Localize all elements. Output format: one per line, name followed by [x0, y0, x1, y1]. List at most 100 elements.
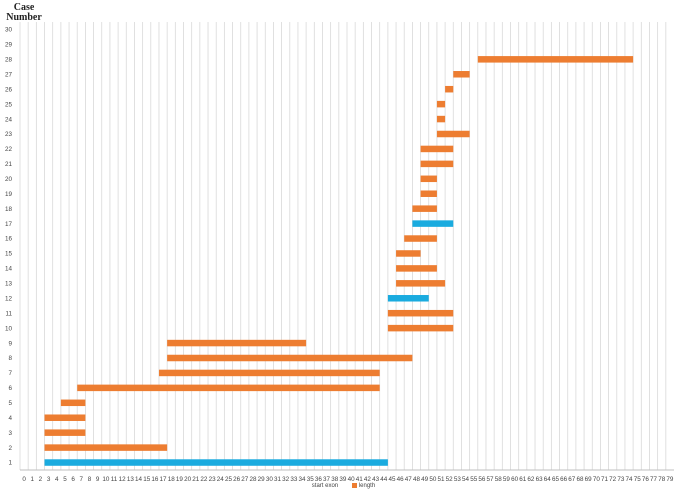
x-tick-label: 45 [388, 476, 396, 483]
x-tick-label: 74 [626, 476, 634, 483]
x-tick-label: 57 [487, 476, 495, 483]
x-tick-label: 66 [560, 476, 568, 483]
bar-case-21 [420, 160, 454, 168]
y-tick-label: 25 [5, 101, 13, 108]
legend-swatch-start-exon [305, 483, 310, 488]
x-tick-label: 6 [71, 476, 75, 483]
x-tick-label: 19 [176, 476, 184, 483]
x-tick-label: 61 [519, 476, 527, 483]
x-tick-label: 17 [160, 476, 168, 483]
y-tick-label: 13 [5, 281, 13, 288]
x-tick-label: 20 [184, 476, 192, 483]
bar-case-22 [420, 145, 454, 153]
x-tick-label: 33 [290, 476, 298, 483]
x-tick-label: 77 [650, 476, 658, 483]
x-tick-label: 71 [601, 476, 609, 483]
bar-case-15 [396, 250, 421, 257]
x-tick-label: 16 [151, 476, 159, 483]
x-tick-label: 55 [470, 476, 478, 483]
x-tick-label: 7 [80, 476, 84, 483]
x-tick-label: 56 [478, 476, 486, 483]
bar-case-6 [77, 384, 380, 392]
x-tick-label: 14 [135, 476, 143, 483]
y-tick-label: 3 [8, 430, 12, 437]
x-tick-label: 36 [315, 476, 323, 483]
y-tick-label: 5 [8, 400, 12, 407]
x-tick-label: 28 [249, 476, 257, 483]
y-tick-label: 6 [8, 385, 12, 392]
y-tick-label: 16 [5, 236, 13, 243]
x-tick-label: 11 [111, 476, 118, 483]
x-tick-label: 63 [536, 476, 544, 483]
bar-case-13 [396, 280, 446, 287]
x-tick-label: 52 [446, 476, 454, 483]
bar-case-16 [404, 235, 437, 242]
x-tick-label: 9 [96, 476, 100, 483]
bar-case-1 [44, 459, 388, 466]
y-tick-label: 14 [5, 266, 13, 273]
bar-case-23 [436, 130, 470, 138]
x-tick-label: 76 [642, 476, 650, 483]
y-tick-label: 10 [5, 325, 13, 332]
y-tick-label: 15 [5, 251, 13, 258]
x-tick-label: 29 [258, 476, 266, 483]
bar-case-25 [436, 100, 446, 108]
x-tick-label: 8 [88, 476, 92, 483]
x-tick-label: 21 [192, 476, 200, 483]
bar-case-27 [453, 71, 470, 78]
x-tick-label: 49 [421, 476, 429, 483]
y-tick-label: 28 [5, 57, 13, 64]
x-tick-label: 32 [282, 476, 290, 483]
x-tick-label: 23 [209, 476, 217, 483]
x-tick-label: 79 [666, 476, 674, 483]
x-tick-label: 65 [552, 476, 560, 483]
x-tick-label: 69 [585, 476, 593, 483]
x-tick-label: 10 [102, 476, 110, 483]
x-tick-label: 0 [22, 476, 26, 483]
x-tick-label: 70 [593, 476, 601, 483]
bar-case-5 [60, 399, 86, 407]
bar-case-14 [396, 265, 437, 272]
bar-case-2 [44, 444, 168, 451]
bar-case-24 [436, 115, 446, 123]
x-tick-label: 42 [364, 476, 372, 483]
bar-case-28 [477, 56, 634, 63]
x-tick-label: 46 [397, 476, 405, 483]
x-tick-label: 54 [462, 476, 470, 483]
x-tick-label: 5 [63, 476, 67, 483]
x-tick-label: 48 [413, 476, 421, 483]
y-tick-label: 26 [5, 86, 13, 93]
x-tick-label: 34 [299, 476, 307, 483]
y-tick-label: 19 [5, 191, 13, 198]
legend-item-start-exon: start exon [305, 483, 338, 489]
y-tick-label: 22 [5, 146, 13, 153]
y-tick-label: 11 [5, 310, 12, 317]
y-tick-label: 23 [5, 131, 13, 138]
y-tick-label: 1 [8, 460, 12, 467]
x-tick-label: 2 [39, 476, 43, 483]
x-tick-label: 27 [241, 476, 249, 483]
x-tick-label: 50 [429, 476, 437, 483]
x-tick-label: 30 [266, 476, 274, 483]
x-tick-label: 62 [527, 476, 535, 483]
bar-case-4 [44, 414, 86, 421]
y-tick-label: 30 [5, 27, 13, 34]
y-tick-label: 21 [5, 161, 13, 168]
y-axis-title: Case Number [6, 2, 42, 23]
x-tick-label: 40 [348, 476, 356, 483]
y-tick-label: 18 [5, 206, 13, 213]
y-tick-label: 27 [5, 71, 13, 78]
x-tick-label: 72 [609, 476, 617, 483]
bar-case-7 [158, 369, 380, 377]
y-tick-label: 9 [8, 340, 12, 347]
bar-case-19 [420, 190, 437, 197]
x-tick-label: 58 [495, 476, 503, 483]
bar-case-11 [387, 309, 454, 317]
x-tick-label: 12 [119, 476, 127, 483]
x-tick-label: 41 [356, 476, 364, 483]
bar-case-20 [420, 175, 437, 183]
x-tick-label: 73 [617, 476, 625, 483]
x-tick-label: 3 [47, 476, 51, 483]
bar-case-18 [412, 205, 437, 212]
